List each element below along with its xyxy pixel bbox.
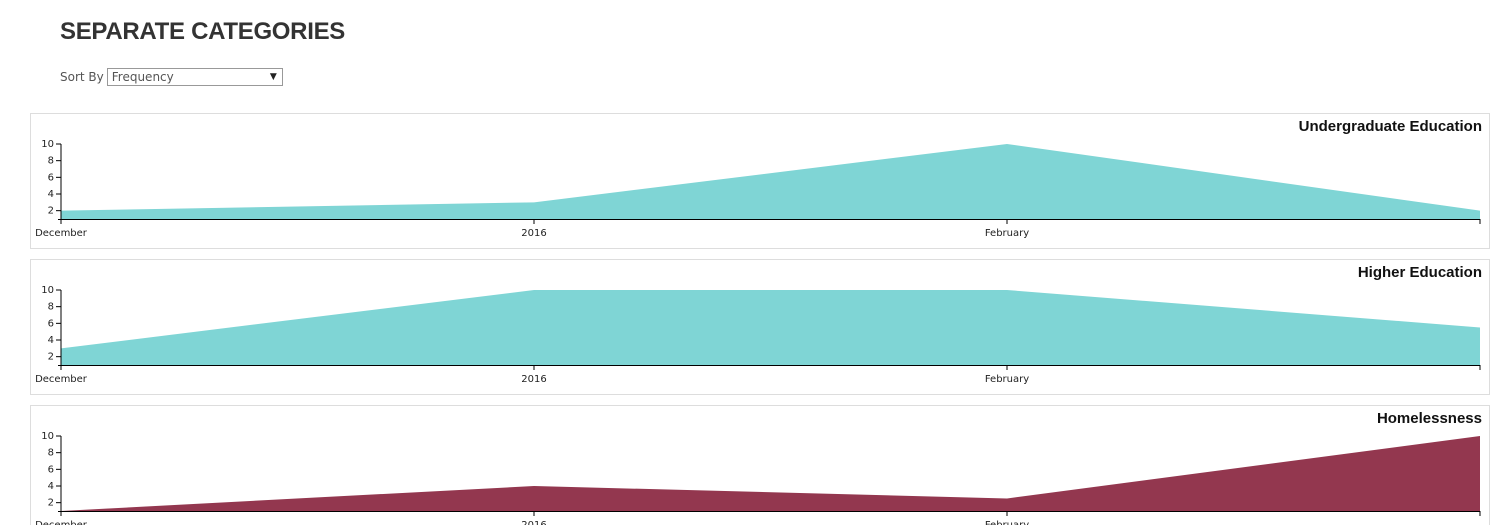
- sort-label: Sort By: [60, 70, 104, 84]
- x-tick-label: December: [35, 228, 88, 239]
- y-tick-label: 4: [48, 335, 54, 346]
- y-tick-label: 10: [41, 139, 54, 150]
- x-tick-label: February: [985, 228, 1029, 239]
- y-tick-label: 2: [48, 352, 54, 363]
- panel: [30, 113, 1490, 249]
- y-tick-label: 10: [41, 431, 54, 442]
- x-tick-label: February: [985, 520, 1029, 525]
- area: [61, 290, 1480, 365]
- sort-value: Frequency: [111, 70, 174, 84]
- area: [61, 144, 1480, 219]
- page-title: SEPARATE CATEGORIES: [60, 18, 345, 45]
- y-tick-label: 4: [48, 481, 54, 492]
- y-tick-label: 8: [48, 302, 54, 313]
- x-tick-label: 2016: [521, 374, 546, 385]
- x-tick-label: 2016: [521, 228, 546, 239]
- panel: [30, 259, 1490, 395]
- y-tick-label: 6: [48, 464, 54, 475]
- y-tick-label: 2: [48, 206, 54, 217]
- dropdown-arrow: ▼: [269, 72, 277, 82]
- area: [61, 436, 1480, 511]
- y-tick-label: 6: [48, 318, 54, 329]
- y-tick-label: 8: [48, 448, 54, 459]
- chart-title: Higher Education: [1358, 264, 1482, 281]
- x-tick-label: February: [985, 374, 1029, 385]
- y-tick-label: 6: [48, 172, 54, 183]
- y-tick-label: 8: [48, 156, 54, 167]
- x-tick-label: December: [35, 520, 88, 525]
- chart-title: Homelessness: [1377, 410, 1482, 427]
- chart-title: Undergraduate Education: [1299, 118, 1482, 135]
- x-tick-label: 2016: [521, 520, 546, 525]
- panel: [30, 405, 1490, 525]
- sort-control: Sort By Frequency ▼: [60, 68, 283, 86]
- x-tick-label: December: [35, 374, 88, 385]
- y-tick-label: 10: [41, 285, 54, 296]
- y-tick-label: 2: [48, 498, 54, 509]
- sort-select[interactable]: Frequency ▼: [106, 68, 283, 86]
- y-tick-label: 4: [48, 189, 54, 200]
